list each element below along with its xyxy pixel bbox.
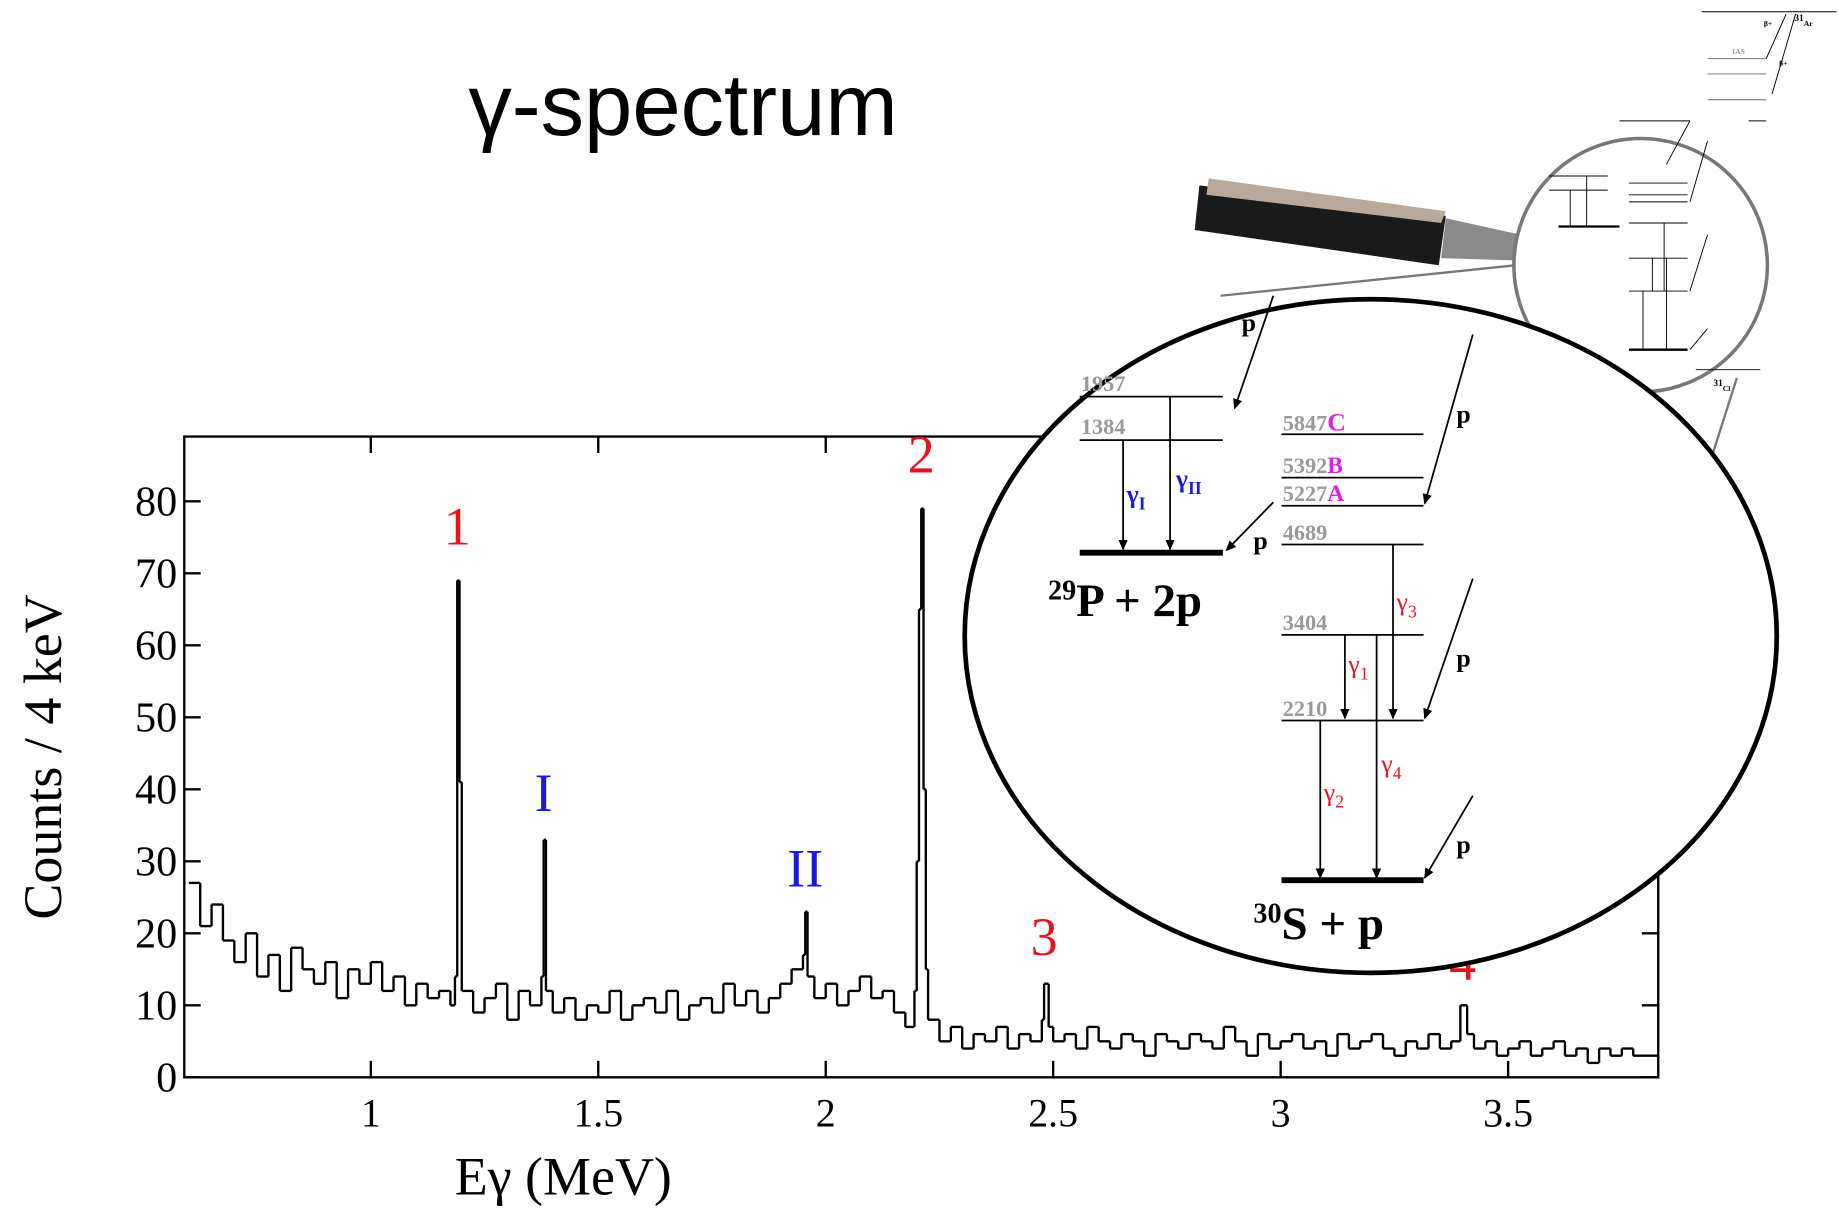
- x-tick-label: 3.5: [1483, 1091, 1533, 1136]
- level-energy: 5847: [1283, 411, 1328, 436]
- ground-state: P + 2p: [1076, 575, 1202, 627]
- y-tick-label: 40: [135, 766, 177, 813]
- level-energy: 5392: [1283, 453, 1328, 478]
- svg-text:γ1: γ1: [1347, 649, 1368, 683]
- gamma-sub: I: [1139, 493, 1146, 513]
- svg-text:γI: γI: [1126, 479, 1146, 513]
- gamma-label: γ: [1323, 777, 1335, 806]
- x-tick-label: 2: [816, 1091, 836, 1136]
- x-tick-label: 1: [361, 1091, 381, 1136]
- gamma-label: γ: [1126, 479, 1139, 508]
- inset-beta: β+: [1779, 59, 1787, 68]
- peak-label: 3: [1031, 907, 1058, 967]
- svg-text:31Cl: 31Cl: [1713, 379, 1730, 393]
- proton-label: p: [1456, 830, 1470, 859]
- svg-text:γ4: γ4: [1380, 749, 1401, 783]
- gamma-sub: II: [1188, 478, 1202, 498]
- svg-text:5227A: 5227A: [1283, 481, 1345, 507]
- ground-state: S + p: [1282, 898, 1384, 950]
- peak-label: I: [535, 763, 553, 823]
- gamma-label: γ: [1347, 649, 1359, 678]
- gamma-sub: 4: [1393, 763, 1402, 783]
- x-tick-label: 2.5: [1028, 1091, 1078, 1136]
- svg-text:5847C: 5847C: [1283, 408, 1346, 437]
- inset-daughter-mass: 31: [1713, 379, 1723, 389]
- inset-diagram: 31Ar IAS β+ β+ 31Cl: [1549, 11, 1837, 393]
- level-energy: 4689: [1283, 520, 1328, 545]
- gamma-label: γ: [1175, 464, 1188, 493]
- proton-label: p: [1456, 644, 1470, 673]
- level-energy: 1384: [1081, 414, 1126, 439]
- x-tick-label: 3: [1271, 1091, 1291, 1136]
- level-diagram: 1957 1384 γI γII 29P + 2p 5847C 5392B 52…: [962, 295, 1780, 976]
- inset-parent: Ar: [1804, 19, 1813, 28]
- svg-text:31Ar: 31Ar: [1794, 14, 1813, 28]
- gamma-label: γ: [1380, 749, 1392, 778]
- y-tick-label: 30: [135, 838, 177, 885]
- y-tick-label: 70: [135, 550, 177, 597]
- inset-parent-mass: 31: [1794, 14, 1804, 24]
- y-tick-label: 20: [135, 910, 177, 957]
- inset-ias: IAS: [1732, 47, 1745, 56]
- gamma-sub: 3: [1408, 601, 1417, 621]
- y-tick-label: 80: [135, 478, 177, 525]
- level-tag: C: [1327, 408, 1346, 437]
- level-tag: B: [1327, 453, 1343, 479]
- inset-daughter: Cl: [1723, 384, 1731, 393]
- proton-label: p: [1242, 308, 1256, 337]
- y-tick-label: 60: [135, 622, 177, 669]
- peak-label: 1: [444, 497, 471, 557]
- level-energy: 5227: [1283, 481, 1328, 506]
- peak-label: II: [787, 839, 823, 899]
- y-tick-label: 50: [135, 694, 177, 741]
- peak-label: 2: [908, 425, 935, 485]
- slide-title: γ-spectrum: [468, 57, 897, 154]
- y-tick-label: 0: [156, 1054, 177, 1101]
- level-energy: 2210: [1283, 696, 1328, 721]
- gamma-label: γ: [1396, 587, 1408, 616]
- proton-label: p: [1253, 526, 1267, 555]
- mass-number: 30: [1253, 898, 1281, 929]
- level-tag: A: [1327, 481, 1344, 507]
- svg-text:γII: γII: [1175, 464, 1202, 498]
- svg-text:γ3: γ3: [1396, 587, 1417, 621]
- x-axis-label: Eγ (MeV): [455, 1147, 672, 1207]
- proton-label: p: [1456, 399, 1470, 428]
- gamma-sub: 2: [1335, 791, 1344, 811]
- svg-text:5392B: 5392B: [1283, 453, 1343, 479]
- mass-number: 29: [1048, 576, 1076, 607]
- y-tick-label: 10: [135, 982, 177, 1029]
- level-energy: 3404: [1283, 610, 1328, 635]
- y-axis-label: Counts / 4 keV: [13, 594, 73, 919]
- svg-text:30S + p: 30S + p: [1253, 898, 1384, 950]
- gamma-sub: 1: [1360, 663, 1369, 683]
- level-energy: 1957: [1081, 371, 1126, 396]
- svg-text:29P + 2p: 29P + 2p: [1048, 575, 1202, 627]
- x-tick-label: 1.5: [573, 1091, 623, 1136]
- svg-text:γ2: γ2: [1323, 777, 1344, 811]
- inset-beta: β+: [1764, 19, 1772, 28]
